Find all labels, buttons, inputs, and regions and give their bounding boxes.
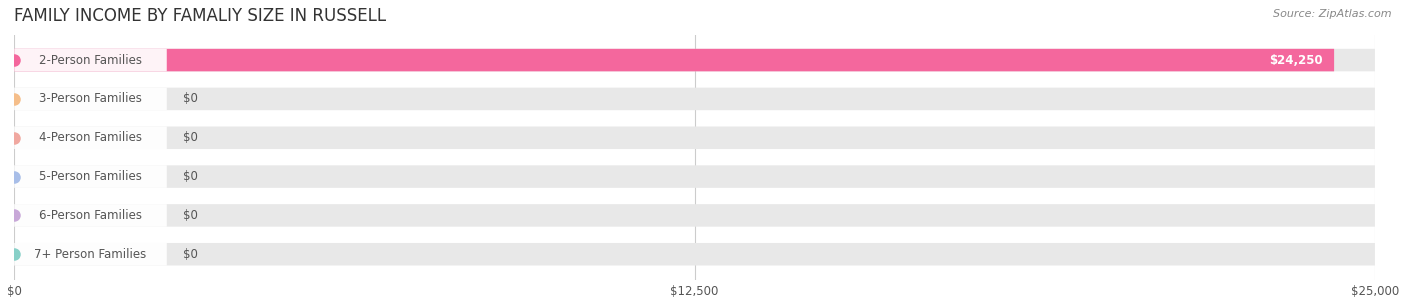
Text: 4-Person Families: 4-Person Families (39, 131, 142, 144)
Text: $24,250: $24,250 (1270, 54, 1323, 66)
Text: Source: ZipAtlas.com: Source: ZipAtlas.com (1274, 9, 1392, 19)
FancyBboxPatch shape (14, 243, 1375, 266)
FancyBboxPatch shape (14, 165, 167, 188)
Text: $0: $0 (183, 170, 198, 183)
FancyBboxPatch shape (14, 49, 1375, 71)
FancyBboxPatch shape (14, 204, 1375, 227)
Text: 3-Person Families: 3-Person Families (39, 92, 142, 106)
FancyBboxPatch shape (14, 49, 1334, 71)
Text: $0: $0 (183, 209, 198, 222)
Text: 6-Person Families: 6-Person Families (39, 209, 142, 222)
Text: 2-Person Families: 2-Person Families (39, 54, 142, 66)
FancyBboxPatch shape (14, 204, 167, 227)
FancyBboxPatch shape (14, 243, 167, 266)
Text: FAMILY INCOME BY FAMALIY SIZE IN RUSSELL: FAMILY INCOME BY FAMALIY SIZE IN RUSSELL (14, 7, 387, 25)
Text: 7+ Person Families: 7+ Person Families (35, 248, 146, 261)
FancyBboxPatch shape (14, 127, 167, 149)
FancyBboxPatch shape (14, 165, 1375, 188)
FancyBboxPatch shape (14, 88, 1375, 110)
Text: $0: $0 (183, 131, 198, 144)
Text: 5-Person Families: 5-Person Families (39, 170, 142, 183)
FancyBboxPatch shape (14, 49, 167, 71)
Text: $0: $0 (183, 92, 198, 106)
FancyBboxPatch shape (14, 88, 167, 110)
FancyBboxPatch shape (14, 127, 1375, 149)
Text: $0: $0 (183, 248, 198, 261)
